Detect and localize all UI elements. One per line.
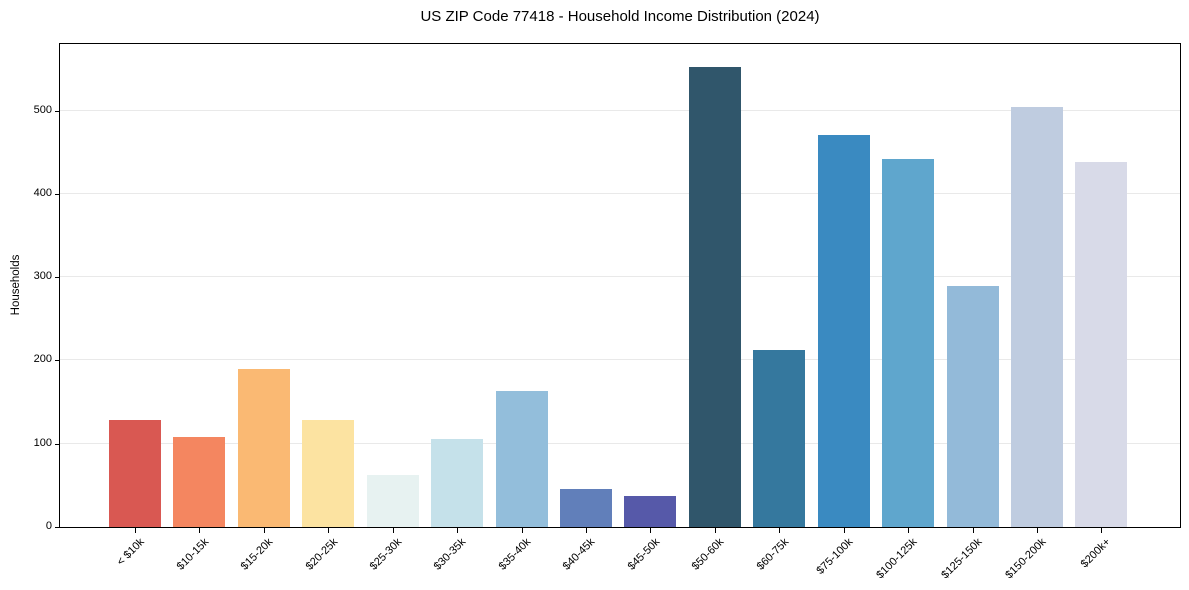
x-tick-mark (972, 528, 974, 533)
x-tick-label: $75-100k (814, 536, 856, 577)
x-tick-mark (908, 528, 910, 533)
x-tick-mark (521, 528, 523, 533)
x-tick-label: $60-75k (754, 536, 791, 573)
x-tick-label: $30-35k (432, 536, 469, 573)
y-tick-label: 200 (33, 353, 52, 366)
y-tick-mark (55, 360, 59, 362)
y-tick-label: 500 (33, 103, 52, 116)
x-tick-label: $200k+ (1078, 536, 1113, 571)
x-tick-mark (328, 528, 330, 533)
x-tick-mark (650, 528, 652, 533)
x-tick-label: < $10k (114, 536, 147, 569)
x-tick-label: $150-200k (1003, 536, 1049, 582)
y-axis-label: Households (10, 254, 22, 316)
x-tick-label: $10-15k (174, 536, 211, 573)
x-tick-mark (1101, 528, 1103, 533)
bar (109, 420, 161, 527)
bar (237, 368, 290, 527)
x-tick-label: $15-20k (238, 536, 276, 573)
bar (173, 437, 226, 527)
bar (624, 496, 677, 527)
x-tick-label: $35-40k (496, 536, 534, 573)
y-tick-mark (55, 193, 59, 195)
bar (882, 158, 935, 527)
x-tick-mark (135, 528, 136, 533)
x-tick-mark (714, 528, 716, 533)
y-tick-label: 100 (33, 436, 52, 449)
bar (495, 391, 548, 527)
y-tick-label: 0 (45, 520, 52, 532)
gridline (60, 276, 1180, 278)
chart-title: US ZIP Code 77418 - Household Income Dis… (420, 8, 820, 25)
x-tick-label: $100-125k (874, 536, 920, 582)
bar (688, 67, 741, 527)
bar (1075, 162, 1128, 527)
bar (817, 134, 870, 527)
bar (431, 438, 484, 527)
y-tick-label: 300 (33, 270, 52, 283)
plot-area: 0 100 200 300 400 500 < $10k $10-15k $15-20k $20-… (34, 43, 1181, 581)
x-tick-mark (457, 528, 459, 533)
gridline (60, 359, 1180, 361)
x-tick-mark (199, 528, 201, 533)
x-tick-mark (1037, 528, 1039, 533)
gridline (60, 192, 1180, 194)
bar (560, 488, 612, 527)
x-tick-mark (779, 528, 781, 533)
y-tick-mark (55, 527, 59, 528)
gridline (60, 442, 1180, 444)
y-tick-mark (55, 110, 59, 112)
x-tick-mark (392, 528, 394, 533)
bar (946, 286, 999, 527)
bar (302, 419, 355, 527)
bar (753, 350, 806, 527)
x-tick-label: $25-30k (367, 536, 405, 573)
x-tick-label: $40-45k (560, 536, 598, 573)
x-tick-label: $125-150k (938, 536, 985, 582)
bar (366, 475, 419, 527)
y-tick-mark (55, 443, 59, 445)
bar (1011, 107, 1064, 527)
y-tick-mark (55, 277, 59, 279)
x-tick-mark (586, 528, 587, 533)
x-tick-mark (843, 528, 845, 533)
x-tick-label: $50-60k (689, 536, 727, 573)
x-tick-mark (263, 528, 265, 533)
x-tick-label: $20-25k (303, 536, 340, 573)
gridline (60, 109, 1180, 111)
x-tick-label: $45-50k (625, 536, 662, 573)
y-tick-label: 400 (33, 186, 52, 199)
